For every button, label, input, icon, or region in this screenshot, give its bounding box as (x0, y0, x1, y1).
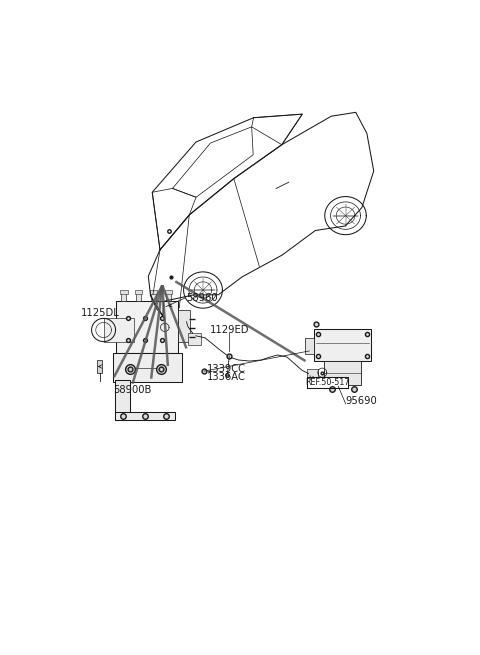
Bar (305, 338, 314, 354)
Text: 58900B: 58900B (113, 385, 152, 395)
Bar (188, 333, 202, 345)
Bar (151, 291, 156, 301)
Bar (104, 318, 134, 341)
Bar (179, 310, 191, 342)
Text: 1129ED: 1129ED (209, 325, 249, 335)
Bar (117, 301, 179, 354)
Bar (165, 290, 172, 294)
Bar (166, 291, 171, 301)
Bar (307, 369, 318, 379)
Bar (314, 329, 371, 361)
Text: 1339CC: 1339CC (207, 364, 246, 374)
Text: 1336AC: 1336AC (207, 372, 246, 382)
Text: 95690: 95690 (346, 396, 377, 406)
Bar (150, 290, 157, 294)
Bar (307, 377, 348, 388)
Text: REF.50-517: REF.50-517 (305, 378, 350, 387)
Bar (96, 360, 103, 373)
Text: 1125DL: 1125DL (81, 308, 119, 318)
Text: 58960: 58960 (186, 293, 217, 303)
Bar (136, 291, 141, 301)
Bar (121, 291, 126, 301)
Bar (324, 361, 361, 384)
Bar (113, 354, 181, 383)
Bar (135, 290, 143, 294)
Bar (120, 290, 128, 294)
Bar (115, 379, 130, 420)
Bar (115, 412, 175, 420)
